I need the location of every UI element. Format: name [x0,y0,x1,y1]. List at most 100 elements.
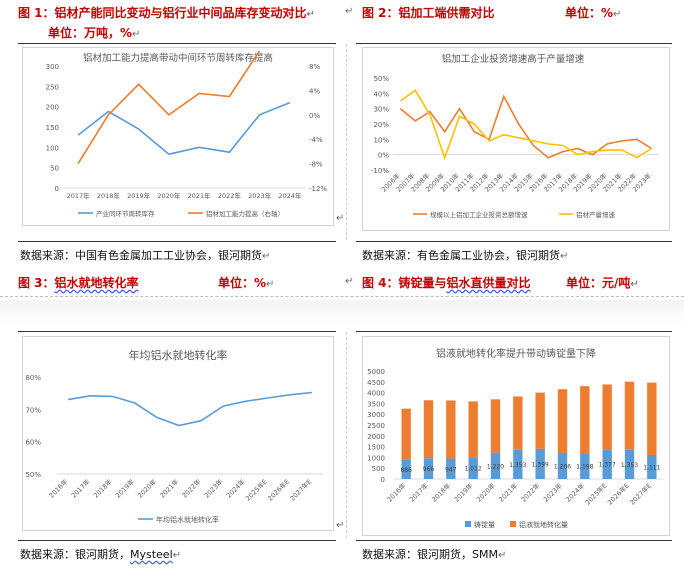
chart-1-category-label: 2024年 [278,191,302,200]
chart-4-category-label: 2025年E [583,481,609,507]
chart-1-category-label: 2018年 [97,191,121,200]
chart-2-tick: 40% [373,90,389,98]
chart-3-title: 年均铝水就地转化率 [129,348,228,362]
chart-4-tick: 500 [372,465,385,473]
chart-4-data-label: 1,111 [643,465,660,472]
table-rule-mid-left [18,241,336,242]
chart-4-category-label: 2017年 [407,481,430,504]
chart-4-data-label: 886 [400,467,412,474]
chart-1-left-tick: 150 [46,124,59,132]
chart-4-legend-swatch [510,521,516,527]
table-rule-mid-right [356,241,672,242]
chart-1-left-tick: 200 [46,104,59,112]
chart-4-data-label: 1,012 [465,466,482,473]
chart-3-category-label: 2025年E [243,477,269,503]
chart-3-legend-label: 年均铝水就地转化率 [156,515,219,524]
figure-4-caption-main: 铝水直供量对比 [446,276,531,290]
chart-3-category-label: 2026年E [266,477,292,503]
chart-1-title: 铝材加工能力提高带动中间环节周转库存提高 [83,52,273,64]
figure-3-caption-main: 铝水就地转化率 [54,276,139,290]
chart-4-data-label: 1,220 [487,463,504,470]
chart-3-tick: 70% [25,406,41,414]
chart-1-category-label: 2019年 [127,191,151,200]
chart-4-bar-liquid [535,392,545,449]
chart-4-bar-ingot [446,458,456,479]
chart-1-right-tick: -8% [309,161,323,169]
chart-4-bar-liquid [401,408,411,460]
chart-2-tick: 20% [373,121,389,129]
chart-4-category-label: 2020年 [474,481,497,504]
table-rule-top-right [356,43,672,44]
chart-4-category-label: 2021年 [497,481,520,504]
chart-4-bar-liquid [580,386,590,454]
table-rule-lower-left [18,331,336,332]
paragraph-mark: ↵ [336,213,345,224]
chart-4-bar-ingot [557,452,568,479]
chart-3-tick: 60% [25,439,41,447]
figure-2-source: 数据来源：有色金属工业协会，银河期货↵ [362,249,569,262]
chart-2-legend-label: 规模以上铝加工企业投资总额增速 [430,210,528,219]
paragraph-mark: ↵ [345,276,354,287]
figure-4-source: 数据来源：银河期货，SMM↵ [362,548,507,561]
chart-4-tick: 0 [381,476,385,484]
chart-3-tick: 50% [25,471,41,479]
chart-4-legend-label: 铝液就地转化量 [519,520,568,529]
chart-1-right-tick: -12% [309,185,327,193]
chart-4-data-label: 1,198 [576,464,593,471]
figure-2-unit: 单位：%↵ [565,6,622,20]
chart-4-bar-liquid [624,381,635,450]
chart-4-category-label: 2026年E [605,481,631,507]
chart-2-legend-label: 铝材产量增速 [576,210,616,219]
chart-2-frame: 铝加工企业投资增速高于产量增速 50% 40% 30% 20% 10% 0% -10% 2006… [362,47,670,231]
chart-1-legend-label: 铝材加工能力提高（右轴） [206,209,284,218]
chart-1-category-label: 2023年 [248,191,272,200]
chart-2-title: 铝加工企业投资增速高于产量增速 [442,53,585,65]
chart-2-tick: 10% [373,136,389,144]
chart-3-category-label: 2023年 [202,477,225,500]
chart-1-category-label: 2022年 [218,191,242,200]
page-break-top [0,296,684,297]
chart-1-right-tick: 8% [309,63,320,71]
chart-4-bar-liquid [468,401,478,458]
chart-3-tick: 80% [25,374,41,382]
chart-1-category-label: 2017年 [67,191,91,200]
chart-4-bar-ingot [490,452,501,479]
chart-1-right-tick: -4% [309,136,323,144]
chart-1-series-capacity [77,50,261,165]
figure-2-caption: 图 2：铝加工端供需对比 [362,6,495,20]
chart-3-frame: 年均铝水就地转化率 80% 70% 60% 50% 2016年 2017年 2018年 2019… [22,336,334,531]
chart-2-series-investment [399,94,653,159]
chart-3: 年均铝水就地转化率 80% 70% 60% 50% 2016年 2017年 2018年 2019… [25,348,323,524]
chart-3-category-label: 2018年 [91,477,114,500]
figure-1-caption: 图 1：铝材产能同比变动与铝行业中间品库存变动对比↵ [18,6,315,20]
chart-4-data-label: 1,353 [509,462,526,469]
chart-4-bar-ingot [513,449,523,479]
chart-4-tick: 3500 [367,400,385,408]
chart-1-legend-label: 产业同环节周转库存 [96,209,155,218]
chart-3-category-label: 2027年E [288,477,314,503]
chart-1: 铝材加工能力提高带动中间环节周转库存提高 300 250 200 150 100 50 0 8%… [46,50,327,218]
table-rule-lower-right [356,331,672,332]
table-rule-bottom-right [356,540,672,541]
chart-3-category-label: 2022年 [180,477,203,500]
chart-4-tick: 1500 [367,444,385,452]
chart-3-category-label: 2016年 [47,477,70,500]
chart-2-series-output [399,89,653,161]
chart-1-right-tick: 0% [309,112,320,120]
chart-4-bar-liquid [490,399,501,453]
chart-1-right-tick: 4% [309,87,320,95]
chart-4-data-label: 947 [445,466,457,473]
chart-1-series-inventory [77,101,291,156]
chart-4-frame: 铝液就地转化率提升带动铸锭量下降 5000 4500 4000 3500 3000 2500… [362,336,670,536]
chart-3-category-label: 2017年 [69,477,92,500]
chart-4-bar-liquid [602,384,612,450]
chart-4-tick: 4500 [367,379,385,387]
chart-1-left-tick: 300 [46,63,59,71]
chart-1-frame: 铝材加工能力提高带动中间环节周转库存提高 300 250 200 150 100 50 0 8%… [22,47,334,226]
chart-4-bar-liquid [446,400,456,459]
chart-1-left-tick: 100 [46,144,59,152]
chart-4-legend-swatch [465,521,471,527]
chart-4-data-label: 966 [423,466,435,473]
page-gap [0,300,684,326]
chart-4-bar-liquid [557,389,568,453]
